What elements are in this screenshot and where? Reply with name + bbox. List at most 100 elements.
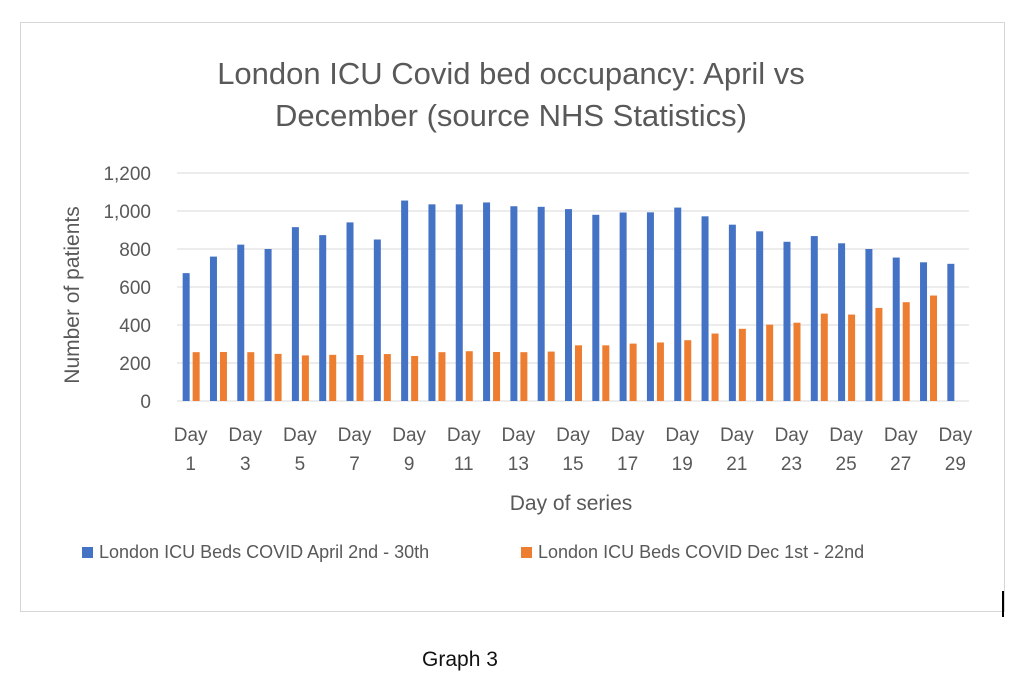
x-tick-label: 9 [404, 454, 415, 475]
april-bar-day-10 [428, 204, 436, 401]
x-axis-label: Day of series [510, 492, 633, 515]
x-tick-label: 3 [240, 454, 251, 475]
december-bar-day-2 [219, 351, 227, 401]
april-bar-day-26 [865, 249, 873, 401]
april-bar-day-3 [237, 244, 245, 401]
december-bar-day-25 [848, 314, 856, 401]
x-tick-label: Day [392, 425, 426, 446]
april-bar-day-29 [947, 263, 955, 401]
y-tick-label: 1,200 [103, 164, 151, 185]
y-tick-label: 1,000 [103, 202, 151, 223]
april-bar-day-5 [291, 227, 299, 401]
december-bar-day-28 [930, 295, 938, 401]
december-bar-day-10 [438, 352, 446, 401]
y-tick-label: 400 [119, 316, 151, 337]
april-bar-day-15 [565, 209, 572, 401]
x-tick-label: 23 [781, 454, 802, 475]
december-bar-day-4 [274, 353, 282, 401]
legend: London ICU Beds COVID April 2nd - 30th Lo… [82, 542, 864, 562]
december-bar-day-19 [684, 340, 692, 401]
x-tick-label: 15 [562, 454, 583, 475]
legend-label: London ICU Beds COVID April 2nd - 30th [99, 542, 429, 562]
december-bar-day-21 [738, 328, 746, 401]
december-bar-day-13 [520, 352, 528, 401]
x-tick-label: 11 [454, 454, 474, 475]
december-bar-day-9 [411, 355, 419, 401]
x-tick-label: Day [611, 425, 645, 446]
april-bar-day-14 [537, 206, 545, 401]
april-bar-day-4 [264, 249, 272, 401]
april-bar-day-23 [783, 241, 791, 401]
x-tick-label: Day [447, 425, 481, 446]
april-bar-day-19 [674, 207, 682, 401]
april-bar-day-18 [646, 212, 654, 401]
april-bar-day-1 [182, 273, 190, 401]
x-tick-label: Day [665, 425, 699, 446]
chart-title: London ICU Covid bed occupancy: April vs… [217, 56, 805, 133]
y-tick-label: 800 [119, 240, 151, 261]
april-bar-day-24 [810, 236, 818, 401]
bars [182, 200, 955, 401]
april-bar-day-8 [373, 239, 381, 401]
x-tick-label: 1 [185, 454, 196, 475]
x-tick-label: 27 [890, 454, 911, 475]
april-bar-day-16 [592, 214, 600, 401]
april-bar-day-9 [401, 200, 409, 401]
april-bar-day-6 [319, 235, 327, 401]
april-bar-day-27 [892, 257, 900, 401]
december-bar-day-22 [766, 324, 774, 401]
figure-caption: Graph 3 [422, 648, 498, 671]
x-tick-label: 21 [726, 454, 747, 475]
december-bar-day-16 [602, 345, 610, 401]
x-tick-label: Day [338, 425, 372, 446]
x-tick-label: 7 [349, 454, 360, 475]
x-tick-label: Day [228, 425, 262, 446]
december-bar-day-15 [575, 345, 582, 401]
december-bar-day-20 [711, 333, 719, 401]
x-tick-label: 17 [617, 454, 638, 475]
december-bar-day-26 [875, 307, 883, 401]
legend-swatch [521, 547, 532, 558]
x-axis-ticks: Day 1 Day 3 Day 5 Day 7 Day 9 Day 11 Day 13 Day 15 Day 17… [174, 425, 973, 475]
gridlines [177, 172, 969, 402]
legend-swatch [82, 547, 93, 558]
y-tick-label: 0 [140, 392, 151, 413]
chart-title-line: London ICU Covid bed occupancy: April vs [217, 56, 805, 91]
december-bar-day-18 [656, 342, 664, 401]
chart-title-line: December (source NHS Statistics) [275, 98, 747, 133]
december-bar-day-24 [820, 313, 828, 401]
april-bar-day-25 [838, 243, 846, 401]
x-tick-label: Day [174, 425, 208, 446]
december-bar-day-7 [356, 355, 364, 401]
x-tick-label: Day [501, 425, 535, 446]
december-bar-day-27 [902, 302, 910, 401]
chart-frame: London ICU Covid bed occupancy: April vs… [20, 22, 1005, 612]
x-tick-label: Day [938, 425, 972, 446]
april-bar-day-22 [756, 231, 764, 401]
x-tick-label: Day [884, 425, 918, 446]
text-cursor [1002, 591, 1004, 617]
y-tick-label: 200 [119, 354, 151, 375]
december-bar-day-11 [465, 351, 473, 401]
chart: London ICU Covid bed occupancy: April vs… [61, 56, 973, 562]
april-bar-day-17 [619, 212, 627, 401]
x-tick-label: Day [556, 425, 590, 446]
april-bar-day-7 [346, 222, 354, 401]
december-bar-day-1 [192, 352, 200, 401]
x-tick-label: Day [283, 425, 317, 446]
april-bar-day-2 [209, 256, 217, 401]
x-tick-label: 29 [945, 454, 966, 475]
april-bar-day-20 [701, 216, 709, 401]
december-bar-day-5 [301, 355, 309, 401]
april-bar-day-13 [510, 206, 518, 401]
x-tick-label: 19 [672, 454, 693, 475]
y-tick-label: 600 [119, 278, 151, 299]
december-bar-day-14 [547, 351, 555, 401]
x-tick-label: 25 [836, 454, 857, 475]
x-tick-label: 5 [295, 454, 306, 475]
legend-label: London ICU Beds COVID Dec 1st - 22nd [538, 542, 864, 562]
x-tick-label: 13 [508, 454, 529, 475]
y-axis-label: Number of patients [61, 206, 84, 383]
x-tick-label: Day [775, 425, 809, 446]
december-bar-day-23 [793, 322, 801, 401]
